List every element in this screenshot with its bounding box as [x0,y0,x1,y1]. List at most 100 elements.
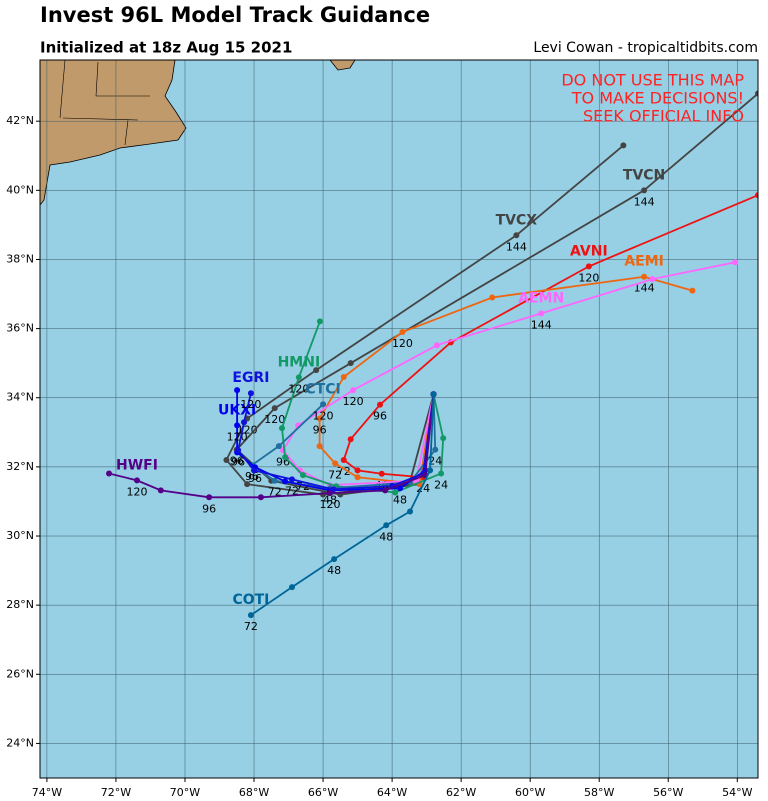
track-point [275,443,282,450]
track-name: AEMI [624,254,664,270]
track-point [354,474,361,481]
x-tick-label: 64°W [377,786,407,799]
track-point [234,387,241,394]
track-name: TVCN [623,167,665,183]
hour-label: 96 [245,470,259,483]
track-point [332,460,339,467]
track-point [383,522,390,529]
track-point [433,342,440,349]
x-tick-label: 54°W [722,786,752,799]
track-point [432,446,439,453]
track-point [234,422,241,429]
track-point [382,487,389,494]
hour-label: 144 [506,240,527,253]
hour-label: 96 [373,410,387,423]
track-name: AEMN [518,290,564,306]
track-point [331,556,338,563]
track-point [438,470,445,477]
track-name: COTI [232,592,269,608]
hour-label: 120 [319,498,340,511]
x-tick-label: 72°W [101,786,131,799]
hour-label: 120 [264,413,285,426]
y-tick-label: 38°N [6,252,34,265]
track-point [397,485,404,492]
track-point [489,294,496,301]
hour-label: 24 [434,478,448,491]
track-point [538,310,545,317]
track-point [407,508,414,515]
hour-label: 144 [634,195,655,208]
track-line [281,321,445,494]
hour-label: 96 [313,423,327,436]
track-point [440,435,447,442]
hour-label: 120 [578,271,599,284]
track-point [206,494,213,501]
track-point [282,478,289,485]
y-tick-label: 34°N [6,391,34,404]
warning: DO NOT USE THIS MAP [561,71,744,90]
y-tick-label: 30°N [6,529,34,542]
subtitle: Initialized at 18z Aug 15 2021 [40,39,292,57]
track-point [271,405,278,412]
track-point [585,263,592,270]
track-point [689,287,696,294]
hour-label: 120 [288,382,309,395]
track-point [247,612,254,619]
track-point [732,259,739,266]
track-point [649,276,656,283]
warning: SEEK OFFICIAL INFO [583,107,744,126]
track-point [350,387,357,394]
track-point [257,494,264,501]
track-point [340,456,347,463]
credit: Levi Cowan - tropicaltidbits.com [533,40,758,56]
x-tick-label: 74°W [32,786,62,799]
track-point [251,467,258,474]
hour-label: 72 [328,468,342,481]
track-point [316,415,323,422]
x-tick-label: 70°W [170,786,200,799]
track-point [288,476,295,483]
track-name: EGRI [232,370,269,386]
hour-label: 96 [202,502,216,515]
y-tick-label: 28°N [6,598,34,611]
hour-label: 48 [393,493,407,506]
track-point [223,456,230,463]
tracks: 120144TVCX96120144TVCN24487296120AVNI729… [106,90,758,633]
track-point [620,142,627,149]
hour-label: 120 [227,430,248,443]
track-point [755,192,758,199]
track-point [295,374,302,381]
track-point [157,487,164,494]
track-point [296,467,303,474]
hour-label: 72 [244,620,258,633]
hour-label: 48 [323,493,337,506]
hour-label: 120 [240,398,261,411]
x-tick-label: 60°W [515,786,545,799]
y-tick-label: 36°N [6,322,34,335]
hour-label: 96 [231,455,245,468]
track-point [235,447,242,454]
x-tick-label: 58°W [584,786,614,799]
ocean [40,60,758,778]
hour-label: 96 [230,455,244,468]
chart-title: Invest 96L Model Track Guidance [40,3,430,27]
track-point [133,477,140,484]
track-point [300,472,307,479]
track-point [641,273,648,280]
y-tick-label: 32°N [6,460,34,473]
hour-label: 144 [531,318,552,331]
track-point [271,477,278,484]
track-point [513,232,520,239]
y-tick-label: 42°N [6,114,34,127]
track-name: CTCI [305,381,340,397]
grid [40,60,758,778]
hour-label: 120 [313,409,334,422]
track-point [399,329,406,336]
track-name: TVCX [496,212,538,228]
y-tick-label: 26°N [6,667,34,680]
frame [39,59,759,779]
track-point [288,584,295,591]
track-point [427,467,434,474]
x-tick-label: 56°W [653,786,683,799]
